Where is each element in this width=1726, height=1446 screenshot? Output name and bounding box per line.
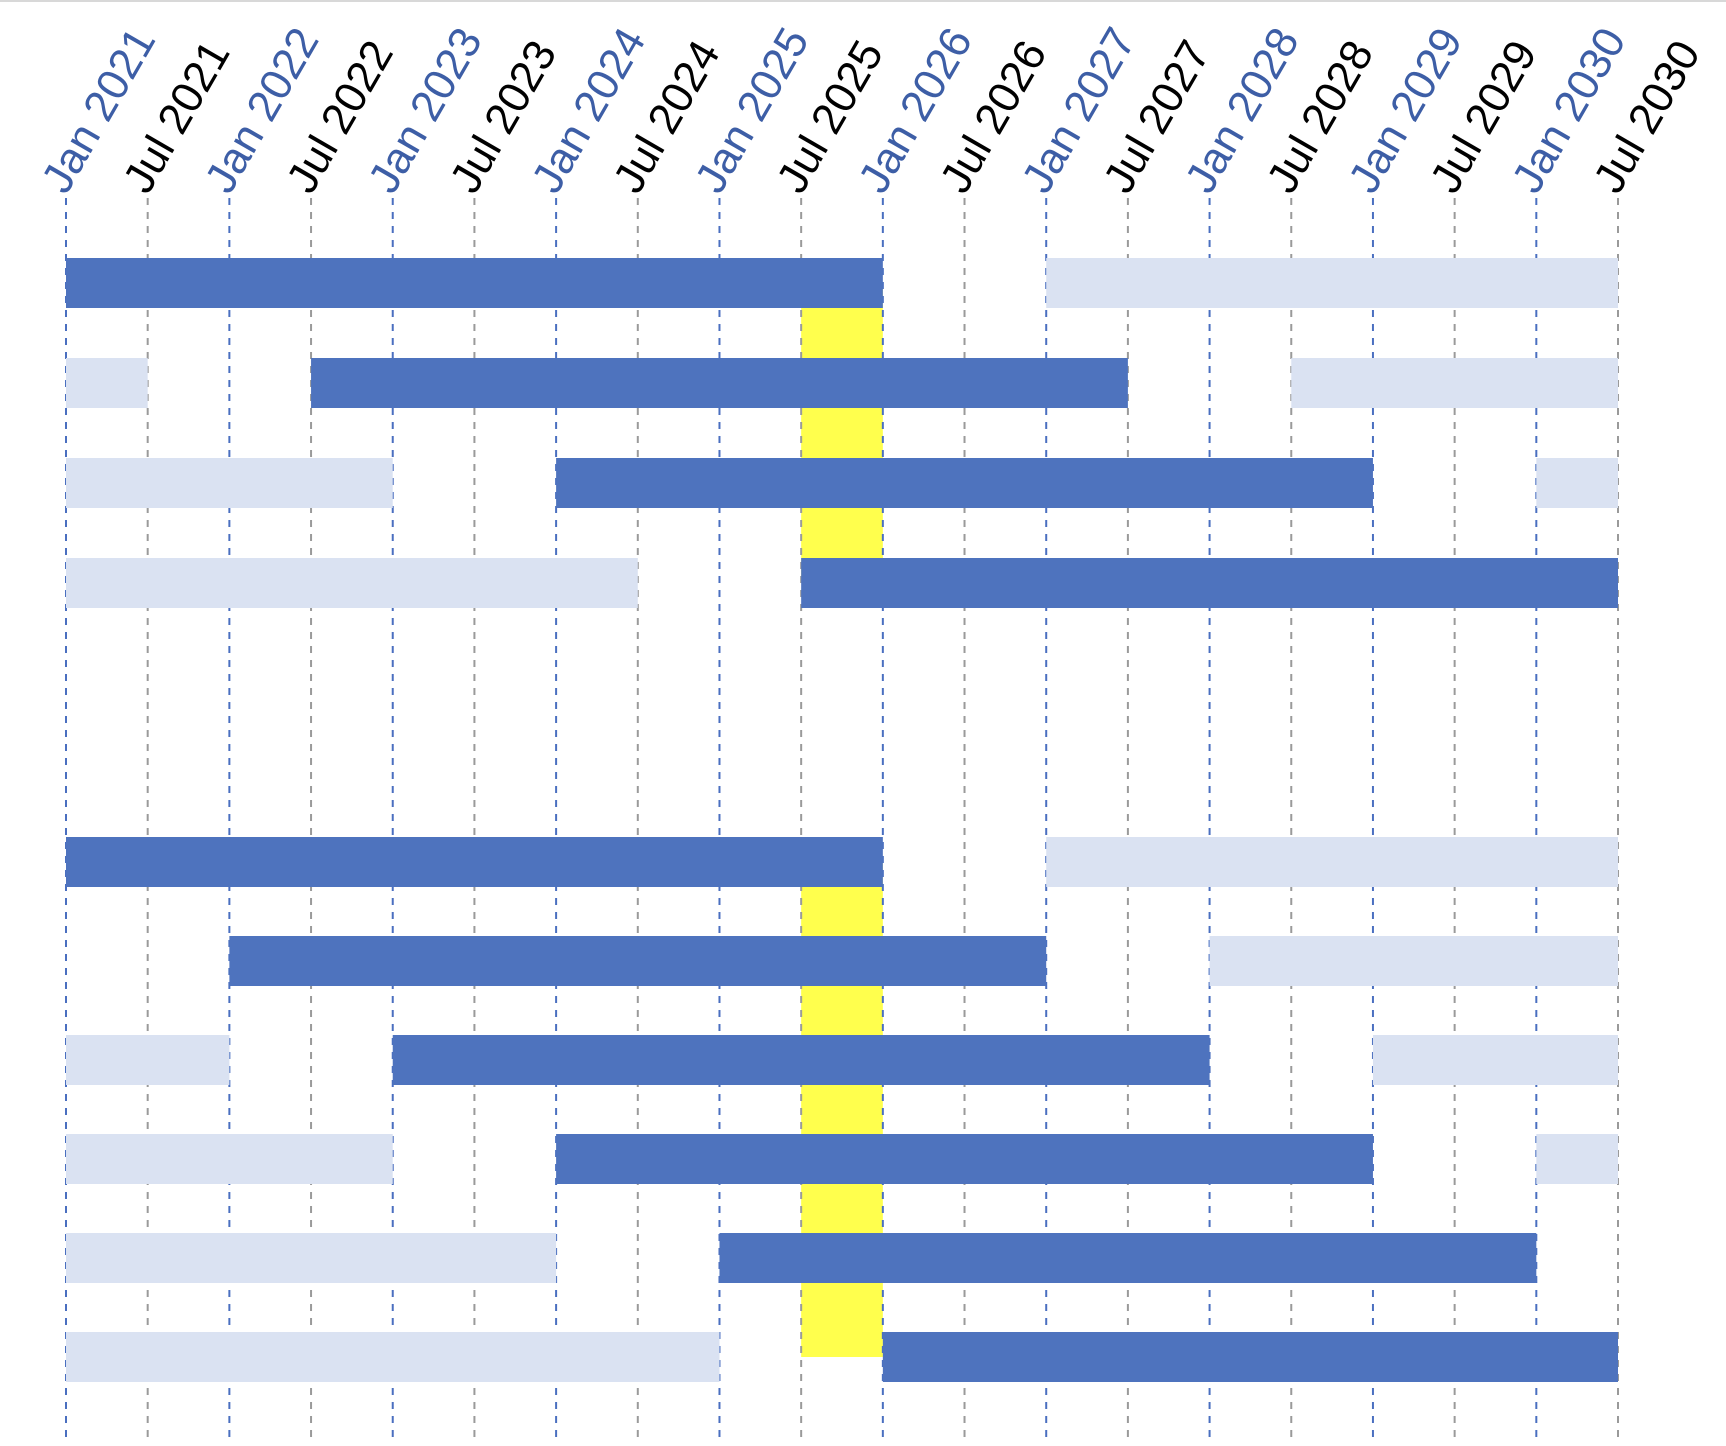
active-bar-g2-r4-1 (556, 1134, 1373, 1184)
active-bar-g2-r1-1 (66, 837, 883, 887)
inactive-bar-g1-r2-2 (1291, 358, 1618, 408)
active-bar-g2-r3-1 (392, 1035, 1210, 1085)
inactive-bar-g2-r3-2 (1372, 1035, 1618, 1085)
inactive-bar-g2-r4-2 (1536, 1134, 1618, 1184)
inactive-bar-g1-r3-2 (1536, 458, 1618, 508)
inactive-bar-g1-r2-1 (66, 358, 148, 408)
inactive-bar-g2-r1-1 (1046, 837, 1618, 887)
inactive-bar-g1-r3-1 (66, 458, 393, 508)
inactive-bar-g2-r3-1 (66, 1035, 230, 1085)
active-bar-g2-r2-1 (229, 936, 1047, 986)
active-bar-g1-r1-1 (66, 258, 883, 308)
active-bar-g2-r6-1 (882, 1332, 1618, 1382)
inactive-bar-g2-r2-1 (1209, 936, 1618, 986)
active-bar-g1-r2-1 (311, 358, 1128, 408)
inactive-bar-g1-r4-1 (66, 558, 638, 608)
inactive-bar-g2-r4-1 (66, 1134, 393, 1184)
highlight-band-1 (801, 283, 883, 583)
inactive-bar-g1-r1-1 (1046, 258, 1618, 308)
inactive-bar-g2-r5-1 (66, 1233, 557, 1283)
inactive-bar-g2-r6-1 (66, 1332, 720, 1382)
active-bar-g2-r5-1 (719, 1233, 1537, 1283)
active-bar-g1-r3-1 (556, 458, 1373, 508)
active-bar-g1-r4-1 (801, 558, 1618, 608)
